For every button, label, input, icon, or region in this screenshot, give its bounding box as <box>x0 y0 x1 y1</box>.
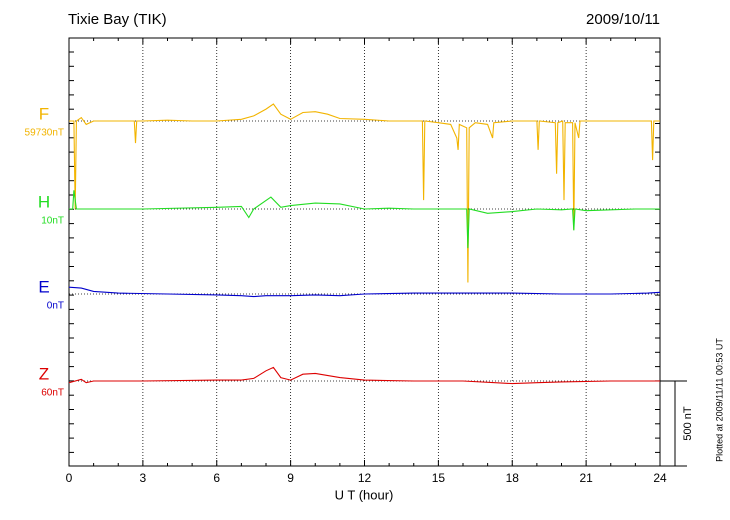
series-line <box>68 366 660 385</box>
legend-label: H <box>38 192 50 211</box>
series-line <box>69 190 660 249</box>
x-tick-label: 21 <box>579 471 593 485</box>
legend-label: Z <box>39 364 49 383</box>
x-tick-label: 24 <box>653 471 667 485</box>
baseline-label: 10nT <box>41 216 64 227</box>
legend-label: F <box>39 104 49 123</box>
series-line <box>69 103 660 283</box>
footnote: Plotted at 2009/11/11 00:53 UT <box>714 338 724 462</box>
scale-bar-label: 500 nT <box>682 406 694 441</box>
baseline-label: 59730nT <box>25 128 64 139</box>
x-tick-label: 3 <box>140 471 147 485</box>
series-line <box>68 286 661 298</box>
baseline-label: 0nT <box>47 301 64 312</box>
x-tick-label: 15 <box>432 471 446 485</box>
x-tick-label: 9 <box>287 471 294 485</box>
x-tick-label: 12 <box>358 471 372 485</box>
chart-date: 2009/10/11 <box>586 11 660 28</box>
baseline-label: 60nT <box>41 388 64 399</box>
legend-label: E <box>38 277 49 296</box>
chart-title: Tixie Bay (TIK) <box>68 11 167 28</box>
x-tick-label: 0 <box>66 471 73 485</box>
x-tick-label: 18 <box>506 471 520 485</box>
x-axis-label: U T (hour) <box>335 487 394 502</box>
x-tick-label: 6 <box>213 471 220 485</box>
